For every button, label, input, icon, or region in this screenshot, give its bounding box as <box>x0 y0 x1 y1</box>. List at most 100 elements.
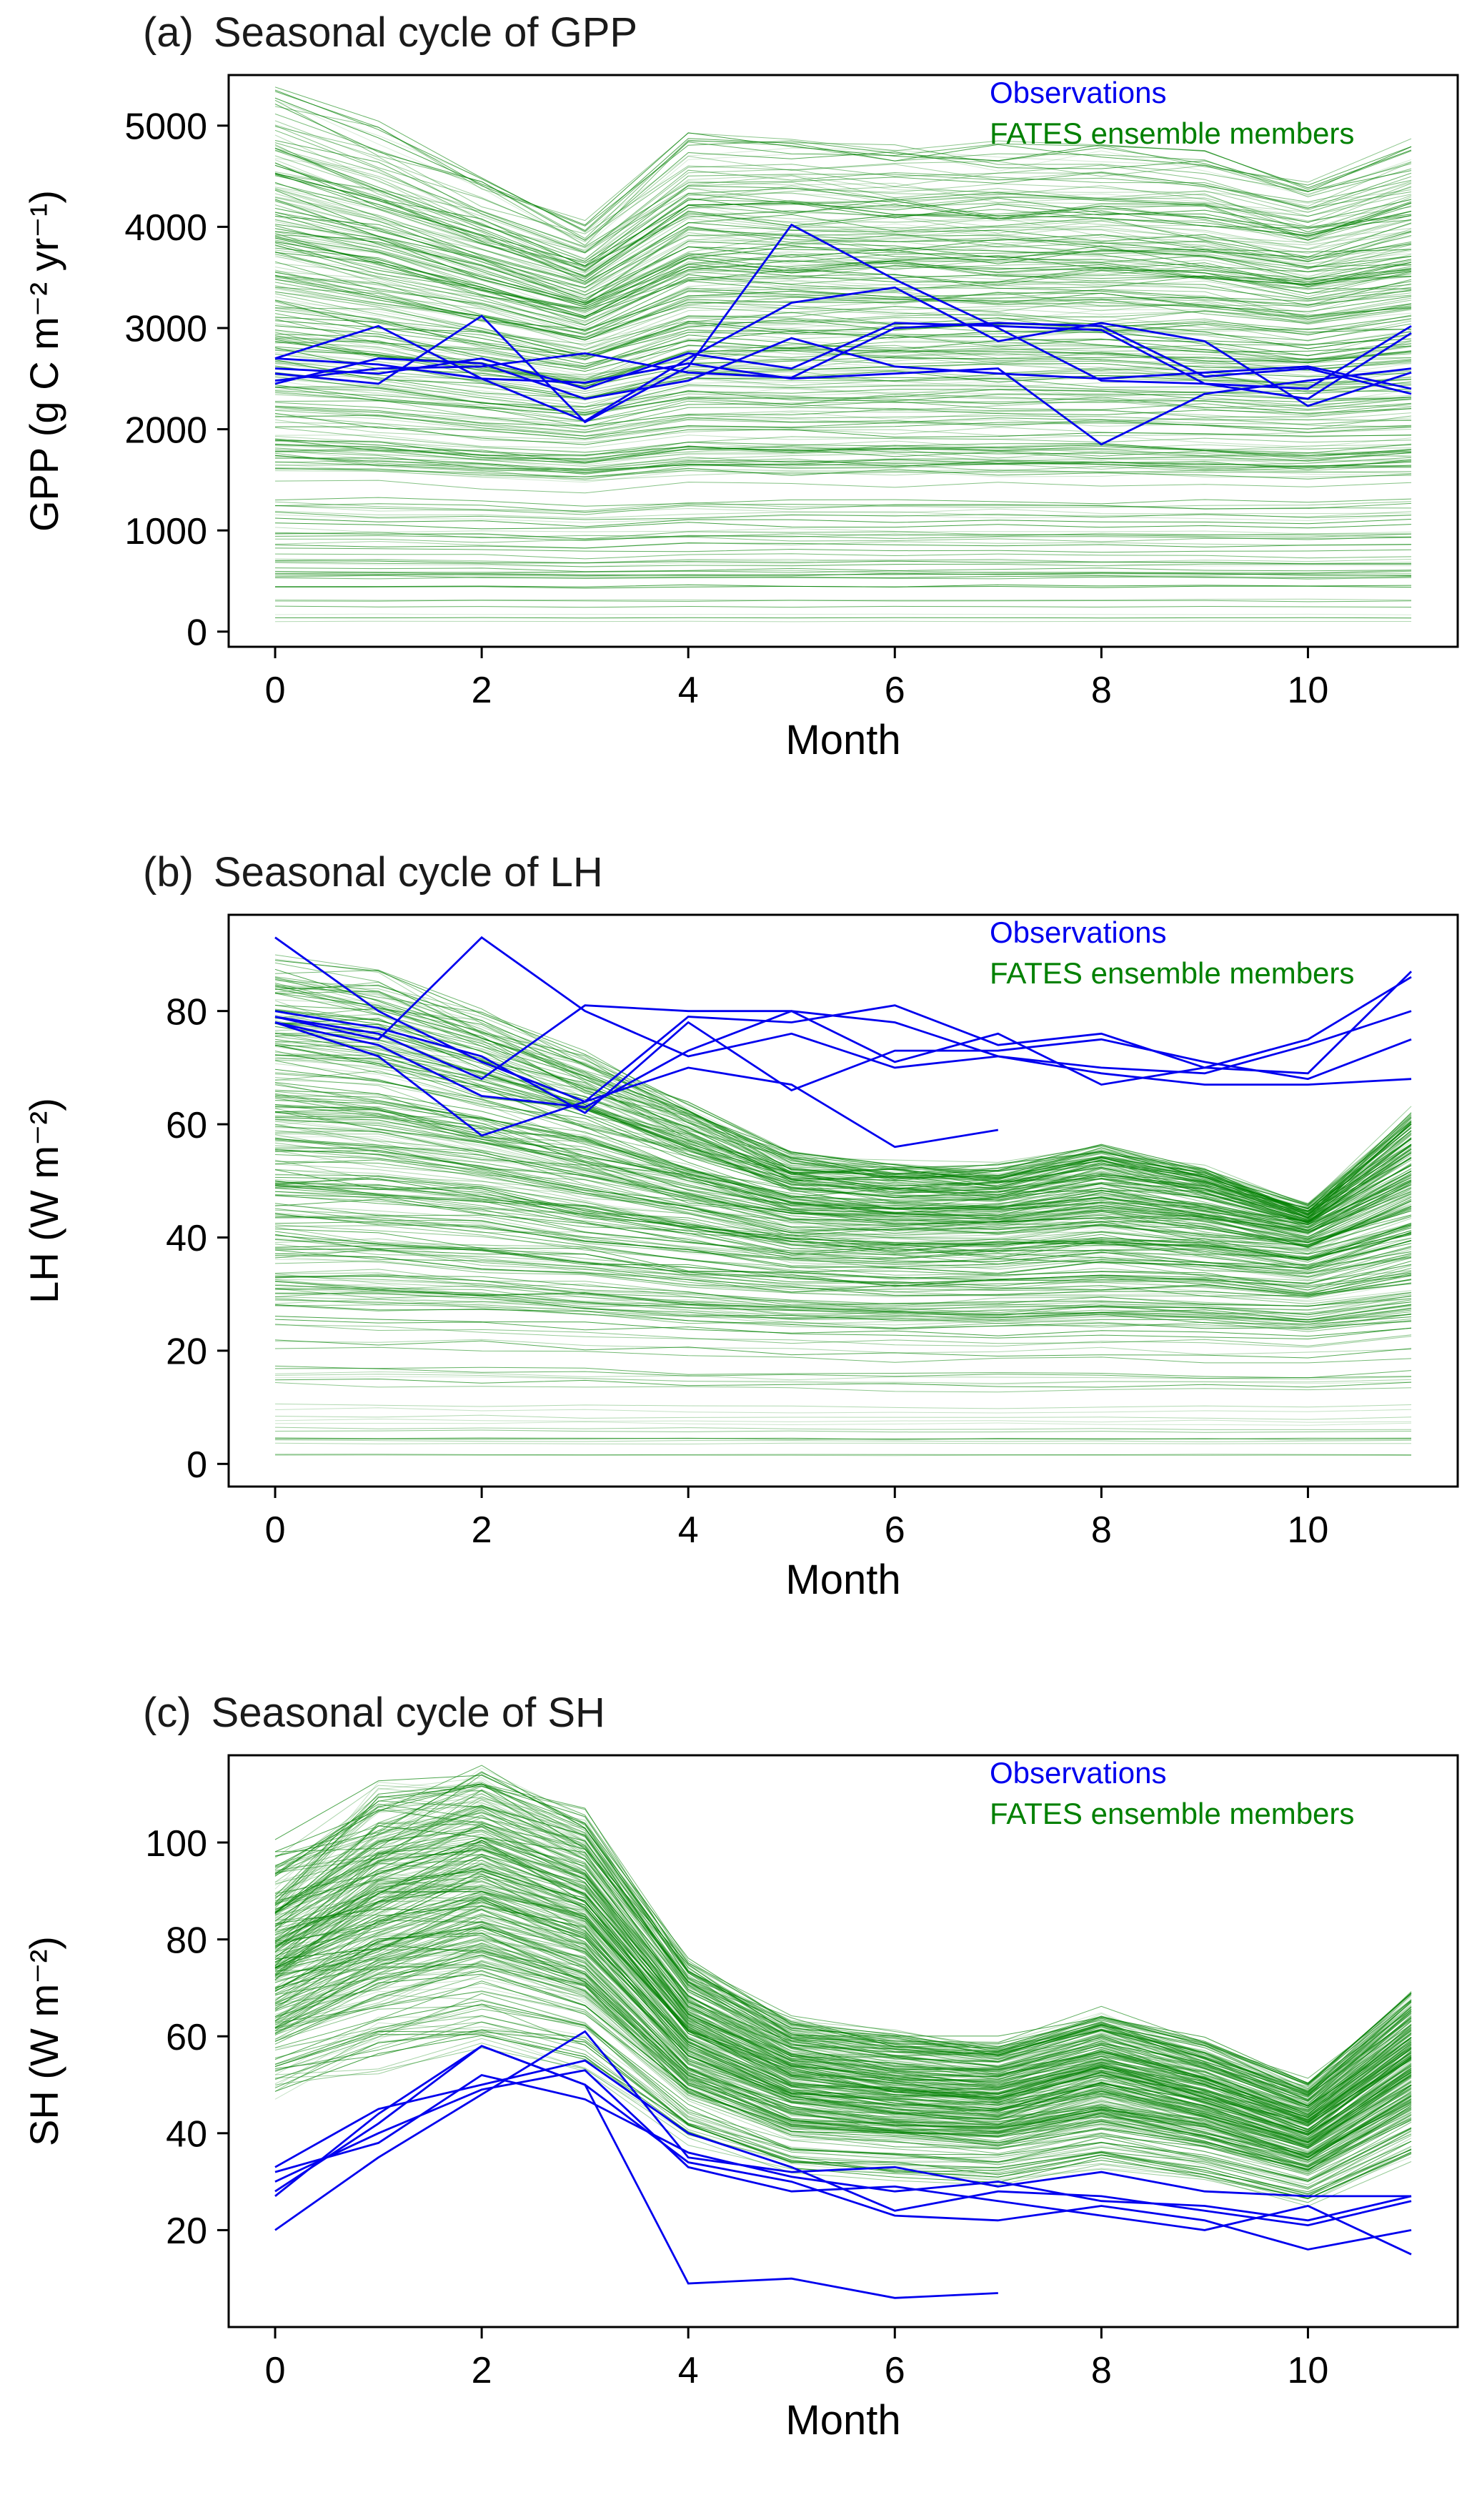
ensemble-member-line <box>274 1273 1412 1316</box>
panel-letter: (a) <box>143 9 194 56</box>
ensemble-member-line <box>274 1382 1412 1393</box>
x-tick-label: 6 <box>885 2350 905 2391</box>
ensemble-member-line <box>274 1208 1412 1269</box>
ensemble-member-line <box>274 1259 1412 1301</box>
ensemble-member-line <box>274 2048 1412 2207</box>
ensemble-member-line <box>274 613 1412 615</box>
ensemble-member-line <box>274 977 1412 1205</box>
ensemble-member-line <box>274 2008 1412 2190</box>
legend-observations-label: Observations <box>990 76 1167 109</box>
ensemble-member-line <box>274 1298 1412 1331</box>
ensemble-member-line <box>274 237 1412 318</box>
ensemble-member-line <box>274 100 1412 233</box>
y-tick-label: 20 <box>166 2211 207 2252</box>
ensemble-member-line <box>274 426 1412 445</box>
ensemble-member-line <box>274 1951 1412 2155</box>
ensemble-member-line <box>274 1275 1412 1306</box>
observation-line <box>274 936 1412 1086</box>
ensemble-member-line <box>274 1862 1412 2124</box>
ensemble-member-line <box>274 535 1412 541</box>
ensemble-member-line <box>274 1960 1412 2166</box>
ensemble-member-line <box>274 988 1412 1204</box>
ensemble-member-line <box>274 572 1412 577</box>
ensemble-member-line <box>274 1796 1412 2095</box>
ensemble-member-line <box>274 1771 1412 2084</box>
ensemble-member-line <box>274 1150 1412 1246</box>
ensemble-member-line <box>274 1908 1412 2140</box>
y-tick-label: 40 <box>166 2114 207 2156</box>
ensemble-member-line <box>274 531 1412 540</box>
ensemble-member-line <box>274 2006 1412 2186</box>
ensemble-member-line <box>274 570 1412 574</box>
ensemble-member-line <box>274 497 1412 507</box>
series-layer <box>274 936 1412 1457</box>
ensemble-member-line <box>274 1898 1412 2134</box>
ensemble-member-line <box>274 455 1412 472</box>
ensemble-member-line <box>274 1070 1412 1228</box>
ensemble-member-line <box>274 234 1412 304</box>
ensemble-member-line <box>274 412 1412 440</box>
ensemble-member-line <box>274 558 1412 563</box>
ensemble-member-line <box>274 293 1412 345</box>
ensemble-member-line <box>274 365 1412 407</box>
panel-title-text: Seasonal cycle of GPP <box>213 9 638 56</box>
panel-a-gpp: (a) Seasonal cycle of GPP Observations FA… <box>0 0 1477 840</box>
ensemble-member-line <box>274 984 1412 1214</box>
ensemble-member-line <box>274 1955 1412 2163</box>
ensemble-member-line <box>274 1805 1412 2088</box>
observation-line <box>274 2045 998 2299</box>
ensemble-member-line <box>274 347 1412 387</box>
ensemble-member-line <box>274 2005 1412 2181</box>
x-tick-label: 6 <box>885 670 905 711</box>
ensemble-member-line <box>274 212 1412 306</box>
ensemble-member-line <box>274 1803 1412 2105</box>
ensemble-member-line <box>274 1305 1412 1332</box>
x-tick-label: 0 <box>265 2350 286 2391</box>
ensemble-member-line <box>274 1940 1412 2154</box>
ensemble-member-line <box>274 125 1412 241</box>
ensemble-member-line <box>274 1437 1412 1440</box>
ensemble-member-line <box>274 204 1412 304</box>
ensemble-member-line <box>274 1833 1412 2109</box>
ensemble-member-line <box>274 1033 1412 1218</box>
ensemble-member-line <box>274 440 1412 457</box>
x-tick-label: 4 <box>678 2350 699 2391</box>
ensemble-member-line <box>274 1825 1412 2106</box>
ensemble-member-line <box>274 224 1412 306</box>
x-axis-label: Month <box>785 1557 901 1603</box>
ensemble-member-line <box>274 1299 1412 1321</box>
ensemble-member-line <box>274 445 1412 466</box>
ensemble-member-line <box>274 1824 1412 2107</box>
y-tick-label: 80 <box>166 1920 207 1961</box>
ensemble-member-line <box>274 1096 1412 1236</box>
ensemble-member-line <box>274 1283 1412 1317</box>
ensemble-member-line <box>274 1957 1412 2171</box>
ensemble-member-line <box>274 1922 1412 2156</box>
ensemble-member-line <box>274 261 1412 332</box>
ensemble-member-line <box>274 1203 1412 1269</box>
ensemble-member-line <box>274 1204 1412 1277</box>
ensemble-member-line <box>274 1297 1412 1329</box>
observation-line <box>274 286 1412 422</box>
ensemble-member-line <box>274 560 1412 565</box>
ensemble-member-line <box>274 1990 1412 2176</box>
ensemble-member-line <box>274 313 1412 358</box>
ensemble-member-line <box>274 279 1412 330</box>
ensemble-member-line <box>274 1293 1412 1325</box>
ensemble-member-line <box>274 1009 1412 1219</box>
y-tick-label: 20 <box>166 1331 207 1373</box>
ensemble-member-line <box>274 1116 1412 1241</box>
ensemble-member-line <box>274 1900 1412 2144</box>
ensemble-member-line <box>274 1159 1412 1250</box>
ensemble-member-line <box>274 239 1412 303</box>
ensemble-member-line <box>274 1888 1412 2138</box>
ensemble-member-line <box>274 147 1412 254</box>
ensemble-member-line <box>274 1023 1412 1220</box>
ensemble-member-line <box>274 300 1412 357</box>
ensemble-member-line <box>274 1174 1412 1251</box>
ensemble-member-line <box>274 1164 1412 1249</box>
ensemble-member-line <box>274 1991 1412 2173</box>
gpp-plot-canvas: 0 2 4 6 8 10 0 1000 2000 3000 4000 5000 <box>124 74 1459 711</box>
ensemble-member-line <box>274 1915 1412 2146</box>
ensemble-member-line <box>274 1920 1412 2149</box>
